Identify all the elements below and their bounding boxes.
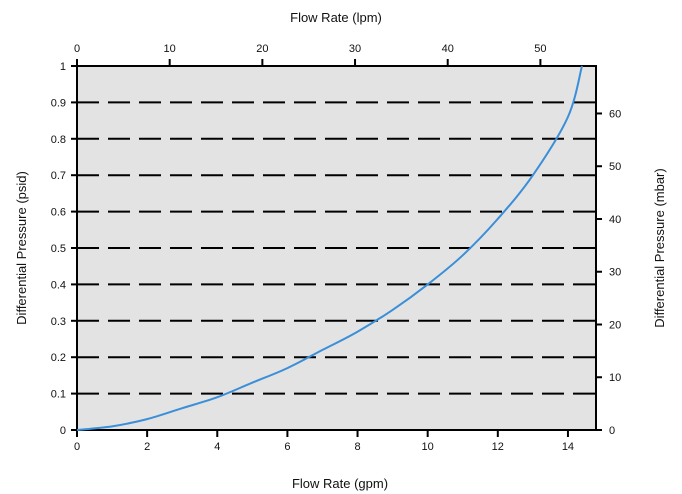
top-tick-label: 50 [534,43,546,55]
top-tick-label: 30 [349,43,361,55]
axis-ticks [71,59,602,437]
tick-labels: 00.10.20.30.40.50.60.70.80.9101020304050… [51,43,622,453]
left-tick-label: 0.6 [51,207,66,219]
bottom-tick-label: 12 [492,441,504,453]
left-tick-label: 0.5 [51,243,66,255]
right-tick-label: 40 [609,214,621,226]
top-tick-label: 10 [164,43,176,55]
left-axis-title: Differential Pressure (psid) [14,171,29,325]
top-tick-label: 20 [256,43,268,55]
bottom-tick-label: 14 [562,441,574,453]
grid-lines [77,101,596,395]
top-tick-label: 40 [442,43,454,55]
left-tick-label: 0.1 [51,389,66,401]
left-tick-label: 0.7 [51,170,66,182]
bottom-axis-title: Flow Rate (gpm) [292,476,388,491]
left-tick-label: 0.9 [51,97,66,109]
right-tick-label: 10 [609,372,621,384]
top-axis-title: Flow Rate (lpm) [290,10,382,25]
top-tick-label: 0 [74,43,80,55]
right-tick-label: 20 [609,319,621,331]
bottom-tick-label: 10 [422,441,434,453]
bottom-tick-label: 2 [144,441,150,453]
bottom-tick-label: 0 [74,441,80,453]
series-line [76,65,583,431]
right-tick-label: 60 [609,108,621,120]
left-tick-label: 0.8 [51,134,66,146]
right-tick-label: 30 [609,267,621,279]
bottom-tick-label: 8 [354,441,360,453]
left-tick-label: 0 [60,425,66,437]
right-tick-label: 0 [609,425,615,437]
bottom-tick-label: 6 [284,441,290,453]
right-tick-label: 50 [609,161,621,173]
left-tick-label: 0.3 [51,316,66,328]
left-tick-label: 0.2 [51,352,66,364]
bottom-tick-label: 4 [214,441,220,453]
left-tick-label: 1 [60,61,66,73]
right-axis-title: Differential Pressure (mbar) [652,168,667,327]
left-tick-label: 0.4 [51,279,66,291]
